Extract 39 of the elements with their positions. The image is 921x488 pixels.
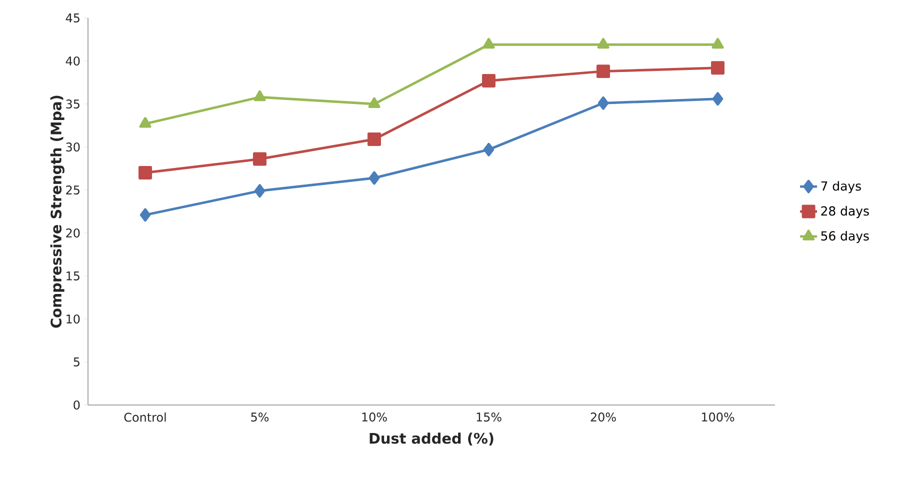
x-tick-label: 15% bbox=[476, 412, 502, 422]
x-tick-label: 5% bbox=[251, 412, 269, 422]
point bbox=[253, 152, 266, 166]
x-tick-label: Control bbox=[124, 412, 166, 422]
legend-label: 7 days bbox=[821, 181, 861, 194]
y-tick-label: 30 bbox=[66, 142, 80, 152]
point bbox=[712, 92, 724, 106]
y-tick-label: 25 bbox=[66, 185, 80, 195]
y-axis-title: Compressive Strength (Mpa) bbox=[50, 96, 64, 328]
x-tick-label: 10% bbox=[362, 412, 387, 422]
point bbox=[482, 74, 496, 88]
point bbox=[368, 171, 380, 185]
y-tick-label: 5 bbox=[74, 358, 80, 366]
y-tick-label: 15 bbox=[66, 272, 80, 280]
point bbox=[597, 38, 610, 49]
point bbox=[138, 166, 152, 180]
y-tick-label: 40 bbox=[66, 56, 80, 66]
point bbox=[711, 61, 725, 75]
x-tick-label: 20% bbox=[590, 412, 616, 422]
y-tick-label: 10 bbox=[66, 314, 80, 324]
point bbox=[140, 208, 151, 222]
y-tick-label: 20 bbox=[66, 228, 80, 238]
point bbox=[139, 117, 152, 128]
point bbox=[368, 132, 381, 146]
legend-label: 28 days bbox=[821, 206, 869, 218]
y-tick-label: 45 bbox=[66, 14, 80, 22]
point bbox=[254, 184, 266, 198]
point bbox=[368, 97, 380, 108]
y-tick-label: 0 bbox=[74, 400, 80, 410]
y-tick-label: 35 bbox=[66, 99, 80, 109]
point bbox=[596, 64, 610, 78]
point bbox=[254, 90, 266, 102]
legend-label: 56 days bbox=[821, 230, 869, 244]
x-axis-title: Dust added (%) bbox=[370, 432, 494, 446]
point bbox=[482, 38, 495, 49]
point bbox=[483, 142, 494, 156]
point bbox=[712, 38, 724, 49]
point bbox=[598, 96, 609, 110]
x-tick-label: 100% bbox=[702, 412, 734, 422]
